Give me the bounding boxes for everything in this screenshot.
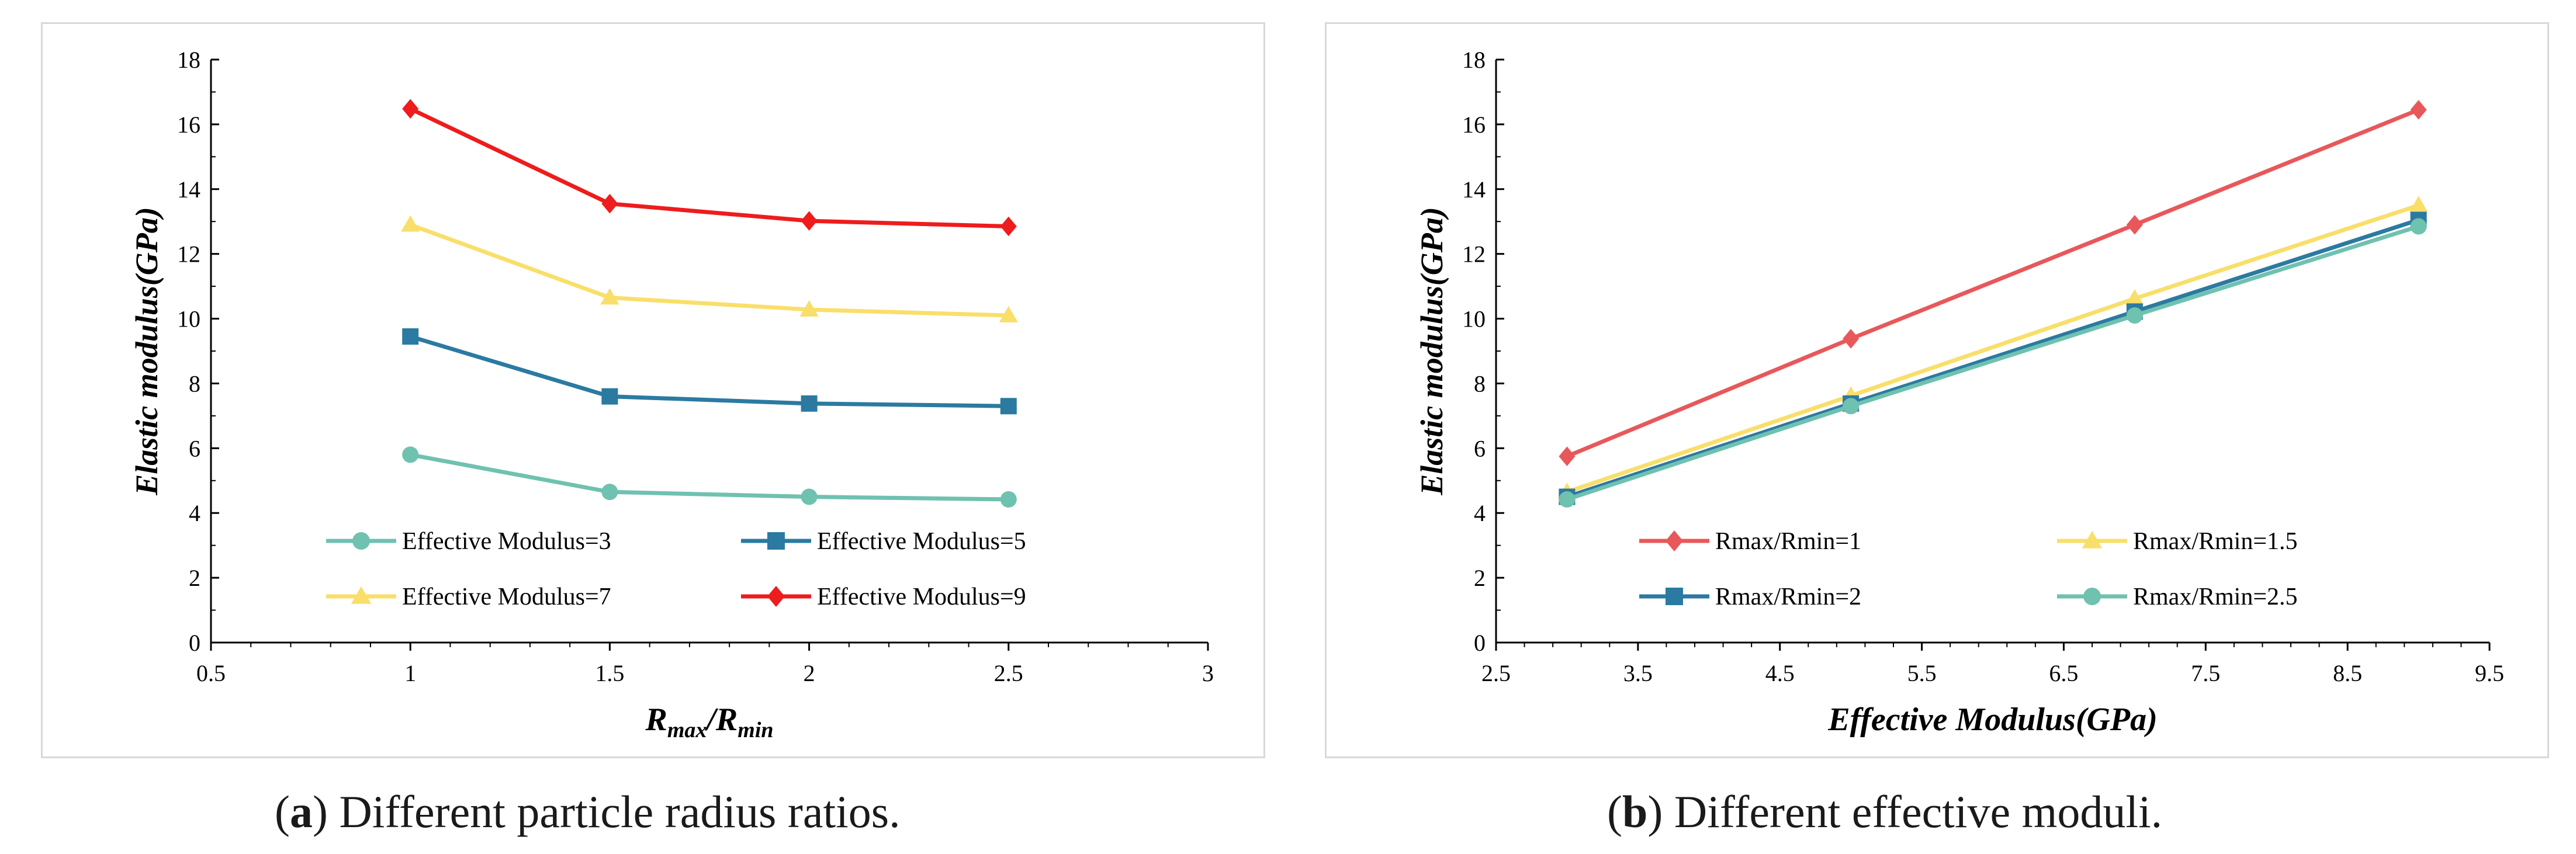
y-tick-label: 12 [1462,241,1486,268]
data-point [2410,100,2427,120]
x-tick-label: 2.5 [994,660,1023,686]
y-tick-label: 14 [1462,176,1486,203]
caption-a: (a) Different particle radius ratios. [275,786,901,837]
series-line [1566,224,2419,502]
x-tick-label: 3 [1202,660,1214,686]
y-tick-label: 16 [1462,112,1486,138]
series-line [1566,107,2419,459]
series-line [409,223,1009,318]
legend-marker [767,532,785,550]
data-point [801,211,818,231]
x-tick-label: 9.5 [2475,660,2504,686]
series-line [409,107,1009,229]
data-point [2126,214,2143,235]
x-tick-label: 4.5 [1765,660,1795,686]
x-tick-label: 2.5 [1481,660,1511,686]
data-point [2410,218,2427,235]
data-point [1000,398,1017,415]
data-point [2126,307,2143,324]
data-point [601,484,618,501]
legend-label: Effective Modulus=7 [402,584,611,610]
legend-label: Rmax/Rmin=2 [1715,584,1861,610]
y-tick-label: 8 [189,370,200,397]
y-tick-label: 10 [1462,306,1486,332]
y-tick-label: 8 [1474,370,1486,397]
data-point [1559,491,1576,508]
legend-label: Effective Modulus=3 [402,528,611,555]
x-tick-label: 3.5 [1623,660,1653,686]
y-tick-label: 12 [177,241,200,268]
data-point [402,446,419,463]
legend-marker [767,586,785,607]
legend-marker [352,532,370,550]
x-axis-title: Rmax/Rmin [645,702,773,742]
data-point [601,193,618,214]
x-axis-title: Effective Modulus(GPa) [1827,702,2158,738]
legend-label: Rmax/Rmin=1 [1715,528,1861,555]
y-tick-label: 6 [1474,435,1486,461]
data-point [600,288,619,305]
legend-marker [351,586,372,604]
x-tick-label: 1.5 [595,660,624,686]
caption-b-text: Different effective moduli. [1663,786,2163,837]
caption-a-letter: a [289,786,313,837]
data-point [2409,196,2428,213]
legend-marker [1666,530,1683,551]
y-axis-title: Elastic modulus(GPa) [129,207,164,496]
series-line [410,452,1009,502]
caption-b-letter: b [1622,786,1648,837]
y-tick-label: 2 [189,565,200,591]
y-tick-label: 0 [1474,630,1486,656]
series-line [1566,218,2419,499]
data-point [801,395,818,412]
legend-marker [1666,588,1683,605]
data-point [1843,329,1860,349]
y-tick-label: 4 [189,500,200,526]
data-point [401,215,420,232]
x-tick-label: 8.5 [2333,660,2362,686]
caption-b: (b) Different effective moduli. [1607,786,2163,837]
data-point [1000,216,1017,237]
y-tick-label: 0 [189,630,200,656]
x-tick-label: 5.5 [1907,660,1937,686]
series-line [1566,203,2419,494]
y-tick-label: 6 [189,435,200,461]
x-tick-label: 6.5 [2049,660,2078,686]
chart-a: 0 2 4 6 8 10 12 14 16 18 0.5 1 1.5 2 2.5 3 Elastic modul… [129,47,1214,742]
data-point [1559,446,1576,466]
y-axis-title: Elastic modulus(GPa) [1414,207,1449,496]
data-point [601,388,618,405]
data-point [402,328,419,345]
data-point [999,306,1018,322]
x-tick-label: 7.5 [2191,660,2220,686]
x-tick-label: 1 [404,660,416,686]
data-point [799,300,819,317]
y-tick-label: 18 [1462,47,1486,73]
chart-b: 0 2 4 6 8 10 12 14 16 18 2.5 3.5 4.5 5.5 6.5 7.5 8.5 9.5 E… [1414,47,2504,738]
y-tick-label: 14 [177,176,200,203]
legend-label: Effective Modulus=5 [817,528,1026,555]
x-tick-label: 0.5 [196,660,226,686]
legend-marker [2082,530,2103,548]
y-tick-label: 18 [177,47,200,73]
y-tick-label: 16 [177,112,200,138]
data-point [1843,398,1860,415]
data-point [801,488,818,505]
y-tick-label: 10 [177,306,200,332]
series-line [410,334,1009,408]
legend-marker [2083,588,2101,605]
x-tick-label: 2 [804,660,815,686]
data-point [402,99,419,119]
legend-label: Rmax/Rmin=1.5 [2133,528,2298,555]
y-tick-label: 4 [1474,500,1486,526]
legend-label: Effective Modulus=9 [817,584,1026,610]
caption-a-text: Different particle radius ratios. [327,786,901,837]
legend-label: Rmax/Rmin=2.5 [2133,584,2298,610]
y-tick-label: 2 [1474,565,1486,591]
data-point [2125,289,2144,306]
chart-panel-a: 0 2 4 6 8 10 12 14 16 18 0.5 1 1.5 2 2.5 3 Elastic modul… [41,22,1265,758]
chart-panel-b: 0 2 4 6 8 10 12 14 16 18 2.5 3.5 4.5 5.5 6.5 7.5 8.5 9.5 E… [1325,22,2549,758]
data-point [1000,491,1017,508]
